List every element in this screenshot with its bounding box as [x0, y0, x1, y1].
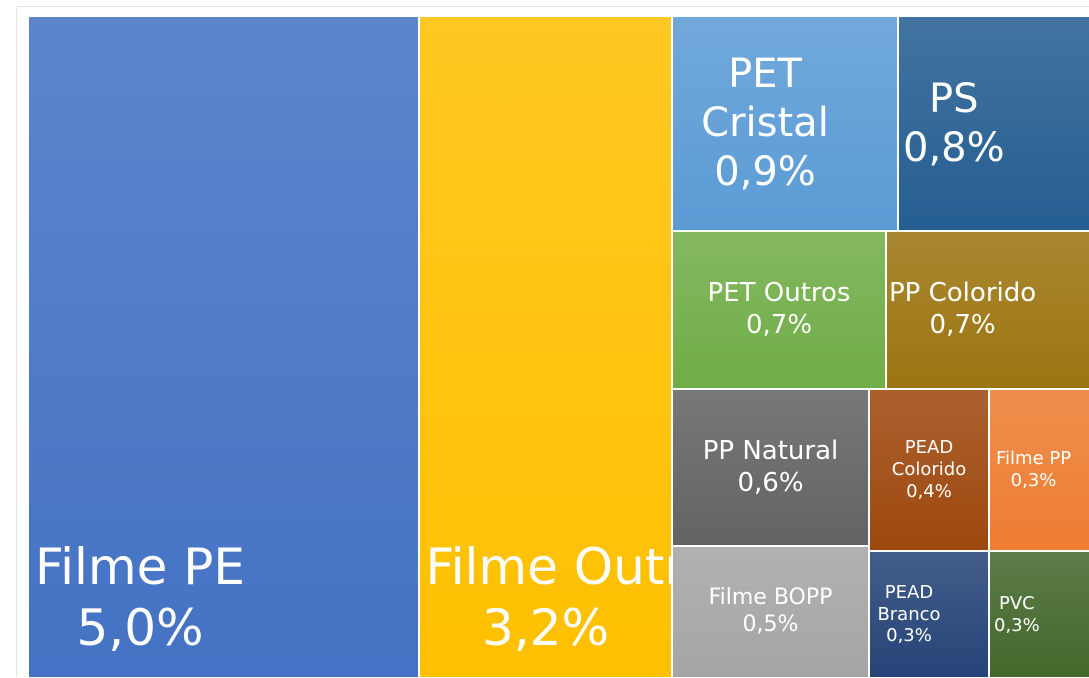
tile-label: PVC 0,3%: [994, 593, 1040, 637]
tile-label: PEAD Colorido 0,4%: [874, 437, 984, 503]
category-label: PP Natural: [702, 435, 839, 466]
category-label: PP Colorido: [889, 278, 1037, 309]
treemap-tile: PS 0,8%: [898, 16, 1089, 231]
category-label: PVC: [998, 592, 1035, 614]
category-label: Filme PE: [35, 538, 246, 596]
tile-label: PS 0,8%: [903, 75, 1005, 173]
tile-label: Filme PE 5,0%: [35, 537, 245, 659]
value-label: 0,8%: [903, 124, 1005, 171]
value-label: 0,4%: [906, 480, 952, 502]
category-label: Filme PP: [996, 448, 1072, 470]
value-label: 0,7%: [745, 310, 813, 340]
value-label: 3,2%: [481, 599, 610, 657]
category-label: Filme Outros: [425, 538, 672, 596]
category-label: PEAD Colorido: [891, 437, 967, 481]
treemap-tile: PET Cristal 0,9%: [672, 16, 898, 231]
treemap-tile: PEAD Branco 0,3%: [869, 551, 989, 678]
category-label: PS: [929, 75, 979, 122]
value-label: 5,0%: [76, 599, 204, 657]
treemap-tile: Filme BOPP 0,5%: [672, 546, 869, 678]
value-label: 0,6%: [737, 467, 804, 498]
treemap-tile: Filme Outros3,2%: [419, 16, 672, 678]
tile-label: PEAD Branco 0,3%: [874, 582, 944, 648]
treemap-tile: PP Colorido 0,7%: [886, 231, 1089, 389]
category-label: PET Cristal: [701, 51, 829, 147]
tile-label: PP Colorido 0,7%: [889, 278, 1036, 341]
treemap-tile: PET Outros 0,7%: [672, 231, 886, 389]
treemap-tile: PP Natural 0,6%: [672, 389, 869, 546]
tile-label: PP Natural 0,6%: [703, 436, 839, 499]
value-label: 0,7%: [929, 310, 996, 340]
treemap-tile: Filme PP 0,3%: [989, 389, 1089, 551]
treemap-tile: PEAD Colorido 0,4%: [869, 389, 989, 551]
category-label: PET Outros: [707, 278, 851, 309]
category-label: PEAD Branco: [877, 581, 941, 625]
tile-label: Filme BOPP 0,5%: [709, 585, 833, 639]
value-label: 0,3%: [994, 614, 1040, 636]
treemap-tile: PVC 0,3%: [989, 551, 1089, 678]
treemap-tile: Filme PE 5,0%: [28, 16, 419, 678]
category-label: Filme BOPP: [708, 585, 833, 611]
tile-label: PET Cristal 0,9%: [695, 50, 835, 196]
chart: Filme PE5,0%Filme Outros3,2%PET Cristal0…: [16, 6, 1089, 678]
value-label: 0,5%: [742, 612, 799, 637]
tile-label: PET Outros 0,7%: [708, 278, 851, 341]
tile-label: Filme PP 0,3%: [996, 448, 1071, 492]
value-label: 0,3%: [886, 625, 932, 647]
value-label: 0,3%: [1010, 470, 1057, 491]
tile-label: Filme Outros3,2%: [425, 537, 672, 659]
value-label: 0,9%: [714, 148, 816, 195]
